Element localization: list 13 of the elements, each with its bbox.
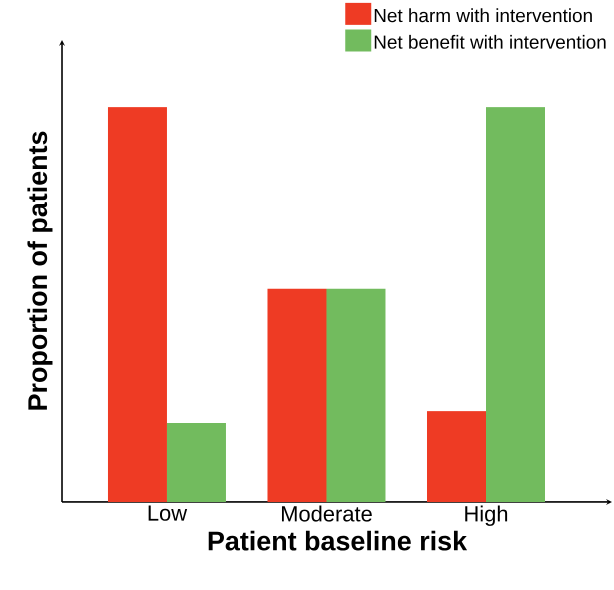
y-axis-title: Proportion of patients [27, 132, 52, 410]
bar [326, 288, 386, 502]
legend-label: Net harm with intervention [374, 8, 592, 22]
x-tick-label: Low [148, 506, 188, 521]
x-tick-label: Moderate [282, 505, 372, 522]
x-axis-title: Patient baseline risk [208, 530, 468, 551]
bar [486, 107, 545, 502]
bar [426, 411, 486, 502]
x-tick-label: High [465, 505, 508, 526]
legend-label: Net benefit with intervention [374, 34, 606, 49]
bar [108, 107, 167, 502]
bar [166, 423, 226, 502]
bar [267, 288, 326, 502]
